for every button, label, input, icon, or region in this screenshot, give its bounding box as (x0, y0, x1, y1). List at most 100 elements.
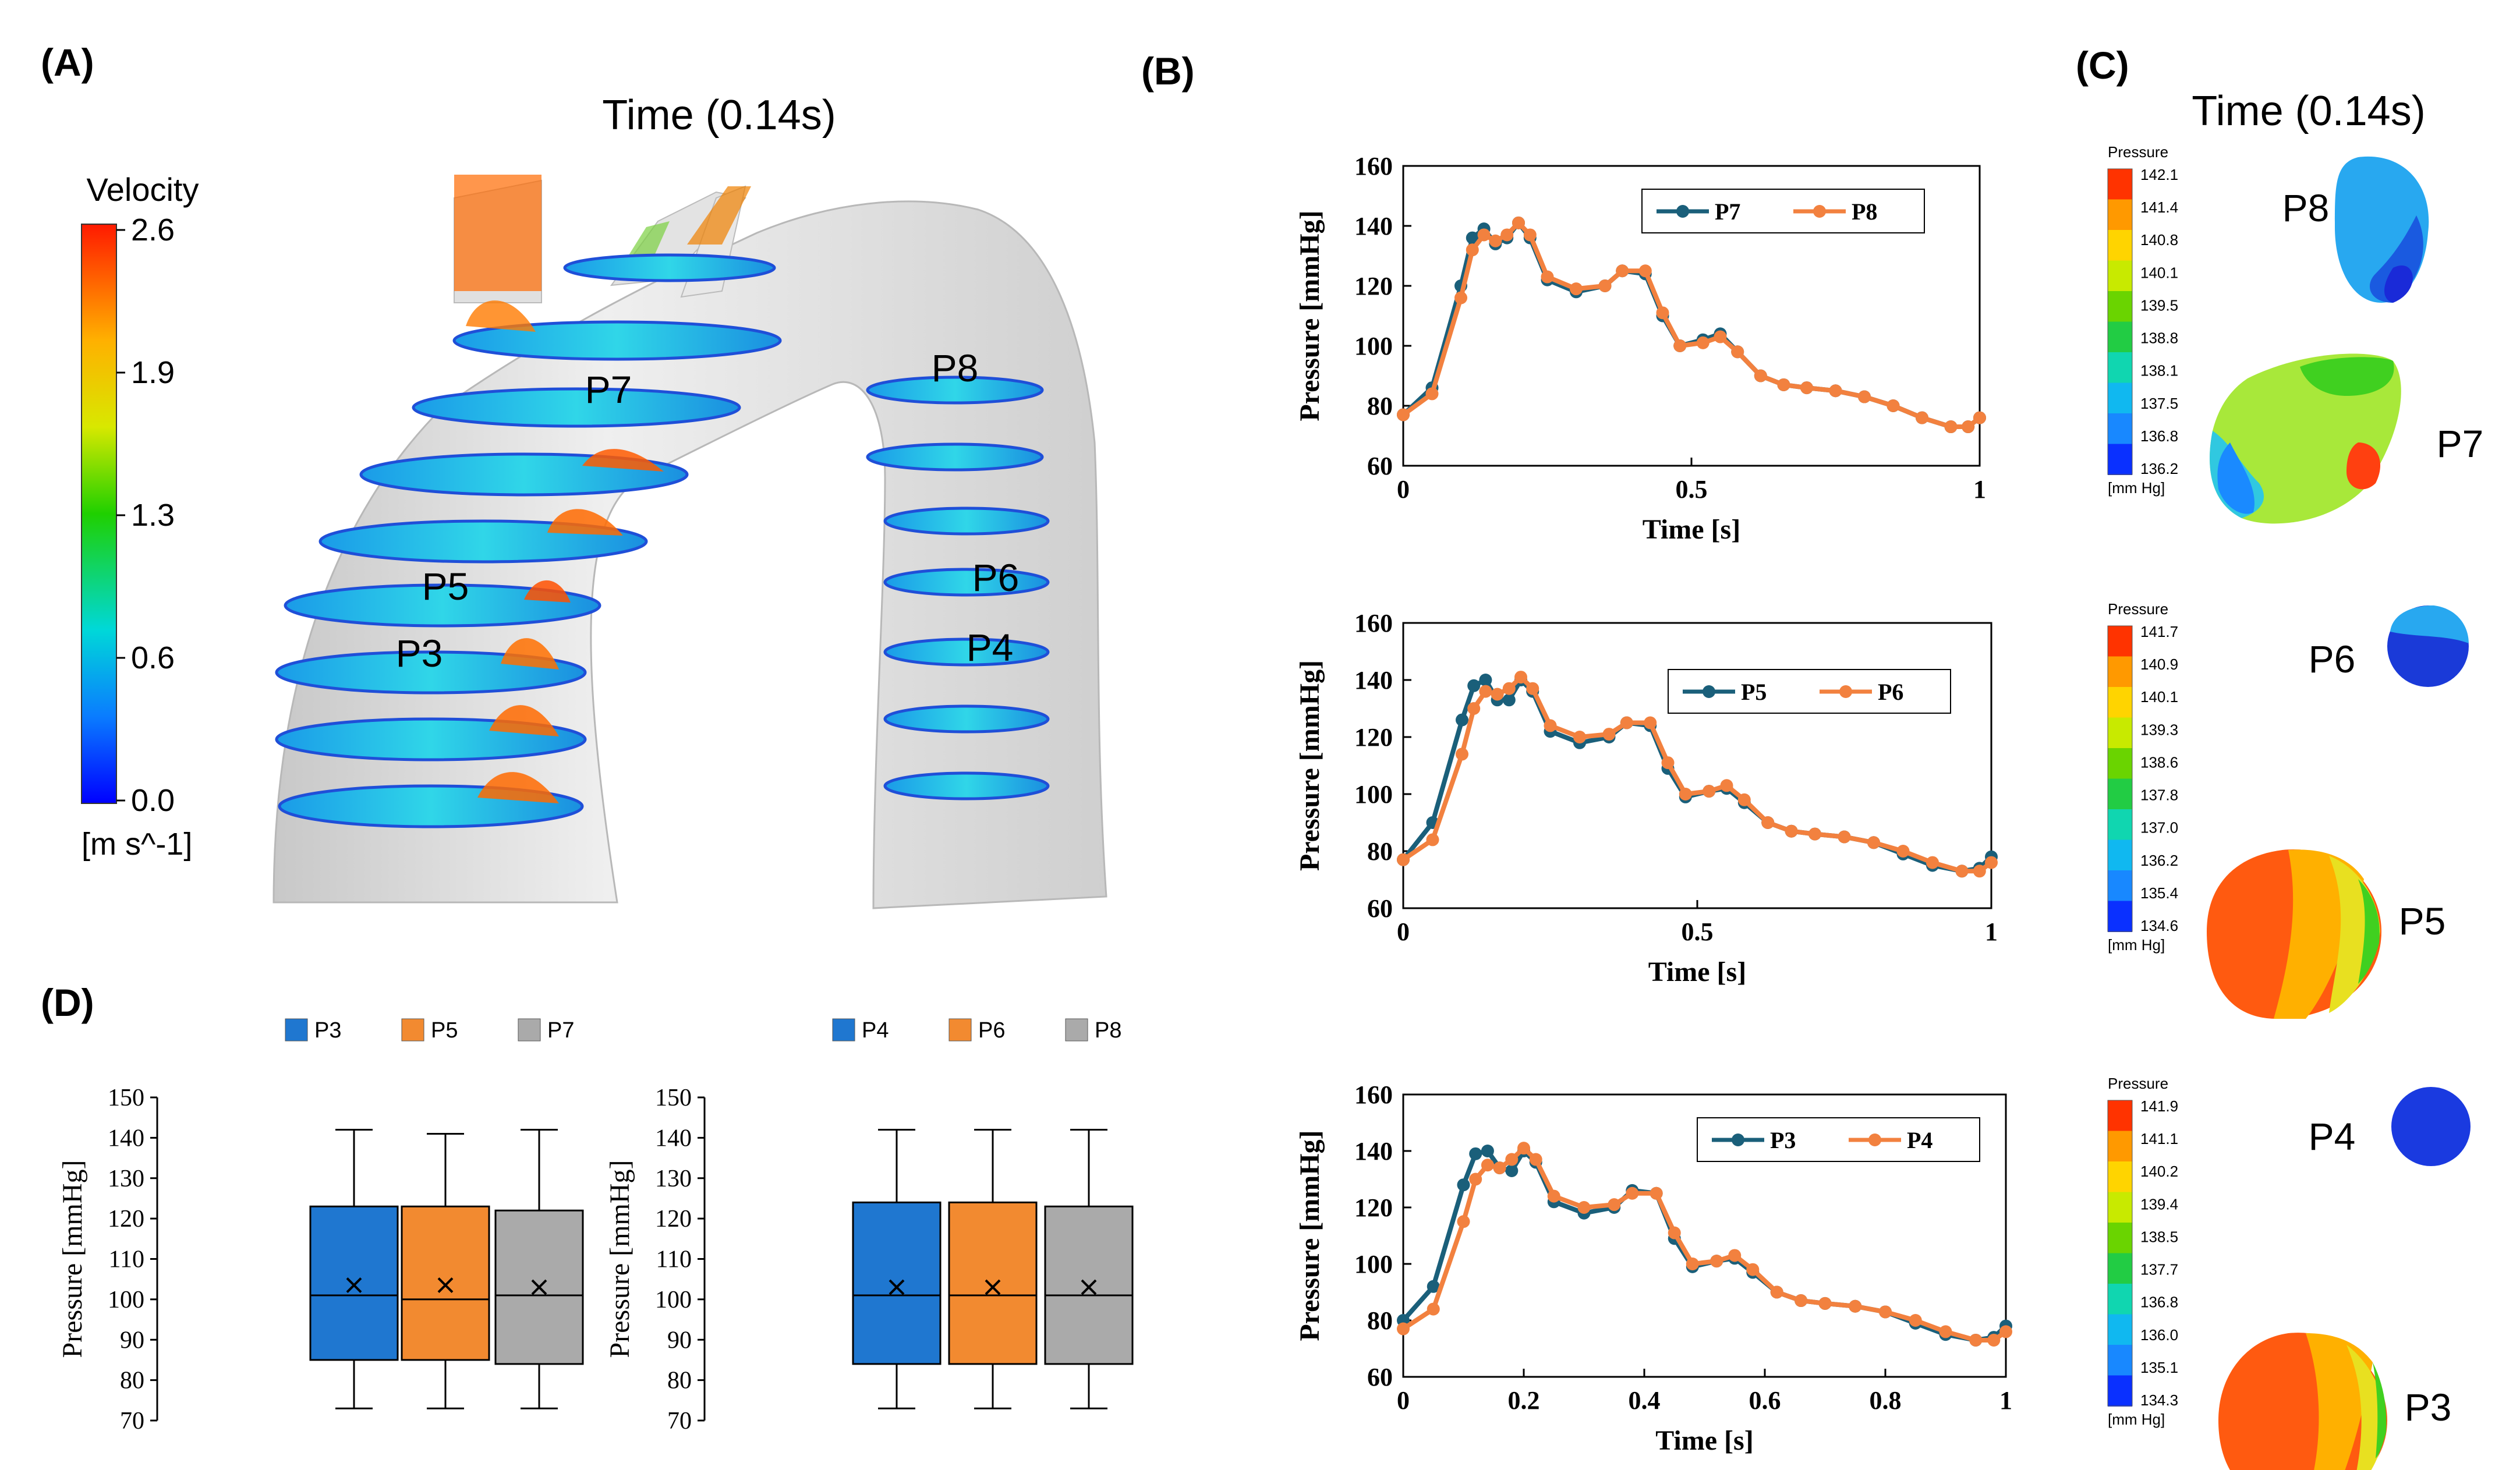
y-tick-label: 130 (655, 1166, 692, 1192)
y-tick-label: 160 (1354, 1081, 1393, 1109)
data-point-p8 (1962, 420, 1975, 434)
data-point-p4 (1505, 1153, 1519, 1166)
data-point-p4 (1818, 1297, 1832, 1310)
pressure-legend-tick: 138.6 (2140, 753, 2178, 771)
pressure-legend-unit: [mm Hg] (2108, 936, 2165, 954)
pressure-legend-swatch (2108, 1100, 2132, 1132)
mean-marker (531, 1279, 547, 1295)
y-tick-label: 80 (120, 1368, 144, 1394)
pressure-legend-swatch (2108, 1284, 2132, 1315)
data-point-p8 (1616, 264, 1629, 278)
data-point-p6 (1602, 728, 1616, 741)
data-point-p3 (1481, 1145, 1494, 1157)
data-point-p5 (1467, 679, 1481, 692)
pressure-legend-swatch (2108, 1161, 2132, 1193)
data-point-p8 (1800, 381, 1813, 395)
panel-label-a: (A) (41, 41, 94, 84)
panel-c-title: Time (0.14s) (2192, 88, 2425, 134)
x-tick-label: 1 (1973, 475, 1986, 504)
y-tick-label: 120 (1354, 1193, 1393, 1222)
pressure-legend-swatch (2108, 291, 2132, 323)
y-tick-label: 60 (1367, 894, 1393, 923)
velocity-tick: 0.0 (131, 783, 175, 818)
velocity-colorbar-unit: [m s^-1] (82, 827, 192, 862)
chart-legend: P3 P5 P7 (285, 1018, 574, 1043)
legend-label: P6 (978, 1018, 1005, 1043)
pressure-legend-frame (2107, 625, 2133, 932)
velocity-colorbar-title: Velocity (87, 171, 199, 208)
box-iqr (309, 1205, 399, 1361)
legend-swatch-marker (1813, 205, 1826, 218)
y-tick-label: 100 (1354, 332, 1393, 360)
legend-swatch (1065, 1018, 1088, 1042)
box-iqr (852, 1201, 942, 1365)
data-point-p6 (1720, 779, 1733, 792)
box-p6 (948, 1129, 1038, 1409)
pressure-legend-tick: 140.1 (2140, 688, 2178, 706)
pressure-legend-swatch (2108, 230, 2132, 261)
y-tick-label: 120 (1354, 723, 1393, 752)
section-label-p4: P4 (2309, 1115, 2356, 1158)
data-point-p3 (1457, 1178, 1470, 1192)
legend-label: P7 (1715, 199, 1740, 225)
data-point-p4 (1668, 1226, 1681, 1239)
chart-legend: P5 P6 (1668, 669, 1951, 714)
pressure-legend-swatch (2108, 778, 2132, 810)
legend-swatch-marker (1868, 1134, 1881, 1146)
cross-section-p6 (2387, 605, 2469, 687)
pressure-legend-tick: 135.4 (2140, 884, 2178, 902)
data-point-p4 (1939, 1325, 1952, 1338)
data-point-p4 (1909, 1314, 1922, 1327)
pressure-legend-swatch (2108, 382, 2132, 414)
pressure-legend-tick: 140.2 (2140, 1163, 2178, 1180)
x-tick-label: 0.5 (1682, 918, 1714, 946)
x-tick-label: 0.5 (1676, 475, 1708, 504)
legend-label: P3 (1770, 1127, 1796, 1153)
pressure-legend-swatch (2108, 1223, 2132, 1254)
data-point-p4 (1686, 1258, 1699, 1270)
y-tick-label: 120 (108, 1206, 144, 1232)
legend-swatch (285, 1018, 308, 1042)
aorta-label-p5: P5 (422, 565, 469, 608)
x-tick-label: 0.8 (1870, 1386, 1902, 1415)
data-point-p4 (1879, 1305, 1892, 1319)
data-point-p8 (1858, 390, 1871, 403)
pressure-legend-tick: 140.8 (2140, 231, 2178, 249)
legend-swatch (948, 1018, 972, 1042)
data-point-p6 (1761, 816, 1775, 829)
pressure-legend-swatch (2108, 1375, 2132, 1407)
panel-label-c: (C) (2076, 44, 2129, 87)
data-point-p6 (1703, 785, 1716, 798)
data-point-p3 (1505, 1164, 1519, 1177)
pressure-legend-p5-p6: Pressure 141.7 140.9 140.1 139.3 138.6 137.8 13… (2107, 600, 2178, 954)
data-point-p4 (1493, 1161, 1506, 1175)
pressure-line-chart-p5-p6: 60 80 100 120 140 160 0 0.5 1 Time [s] Pressure [m… (1294, 609, 1998, 987)
chart-legend: P7 P8 (1641, 189, 1925, 233)
y-tick-label: 80 (1367, 392, 1393, 420)
pressure-legend-tick: 136.8 (2140, 427, 2178, 445)
velocity-tick: 1.9 (131, 355, 175, 390)
data-point-p8 (1454, 291, 1467, 304)
y-tick-label: 80 (667, 1368, 692, 1394)
y-tick-label: 140 (1354, 212, 1393, 240)
data-point-p8 (1714, 330, 1727, 343)
pressure-legend-swatch (2108, 748, 2132, 780)
pressure-legend-title: Pressure (2108, 600, 2168, 618)
data-point-p6 (1973, 865, 1986, 878)
pressure-legend-swatch (2108, 352, 2132, 384)
data-point-p8 (1425, 387, 1439, 401)
pressure-legend-swatch (2108, 1345, 2132, 1376)
data-point-p8 (1477, 228, 1491, 242)
x-tick-label: 0.2 (1508, 1386, 1540, 1415)
x-tick-label: 0 (1397, 475, 1410, 504)
y-axis-title: Pressure [mmHg] (604, 1160, 635, 1358)
pressure-boxplot-p3-p5-p7: 70 80 90 100 110 120 130 140 150 Pressure [mmHg] P… (57, 1018, 584, 1434)
cross-section-p3 (2218, 1333, 2387, 1470)
data-point-p6 (1838, 830, 1851, 844)
pressure-legend-tick: 136.0 (2140, 1326, 2178, 1344)
y-tick-label: 160 (1354, 152, 1393, 180)
pressure-legend-tick: 134.6 (2140, 917, 2178, 934)
y-tick-label: 160 (1354, 609, 1393, 637)
data-point-p6 (1661, 756, 1675, 770)
pressure-legend-frame (2107, 168, 2133, 475)
